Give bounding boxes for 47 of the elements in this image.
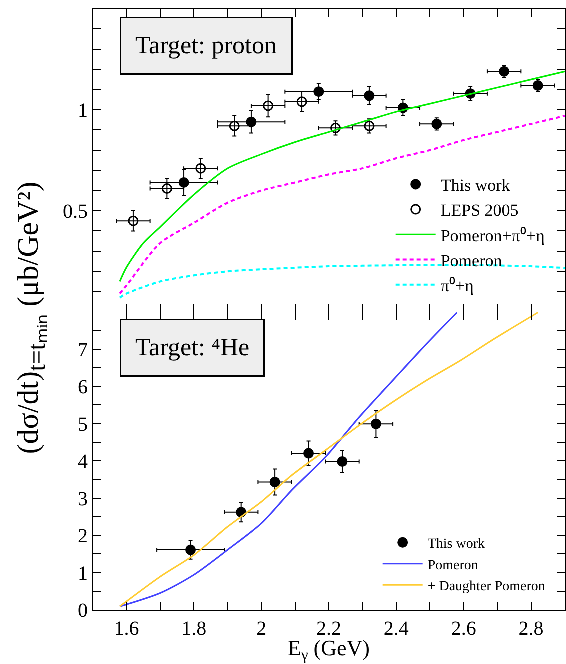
- y-tick-label: 3: [78, 488, 88, 510]
- point: [370, 418, 382, 430]
- legend-label: LEPS 2005: [440, 201, 519, 220]
- point: [314, 86, 324, 98]
- x-tick-label: 2.8: [518, 618, 544, 640]
- line-series: [118, 115, 565, 295]
- y-tick-label: 4: [78, 451, 88, 473]
- point: [499, 66, 510, 77]
- legend-label: Pomeron: [428, 558, 478, 574]
- point: [178, 177, 190, 188]
- legend-label: Pomeron+π⁰+η: [440, 226, 545, 246]
- legend-label: This work: [428, 537, 486, 552]
- x-tick-label: 2.4: [384, 618, 409, 640]
- point: [364, 120, 375, 132]
- y-tick-label: 1: [78, 562, 88, 585]
- point: [128, 216, 139, 226]
- point: [263, 100, 274, 112]
- point: [162, 184, 172, 194]
- y-tick-label: 0: [78, 600, 88, 622]
- point: [186, 544, 196, 556]
- x-tick-label: 1.6: [114, 618, 140, 640]
- point: [532, 80, 544, 92]
- legend-label: Pomeron: [440, 251, 503, 270]
- y-tick-label: 2: [78, 526, 88, 548]
- legend-label: π⁰+η: [440, 276, 474, 296]
- y-tick-label: 5: [78, 414, 88, 436]
- point: [364, 90, 375, 102]
- y-tick-label: 0.5: [63, 201, 88, 223]
- point: [296, 96, 308, 108]
- point: [270, 476, 280, 488]
- point: [337, 456, 348, 467]
- x-tick-label: 2.6: [451, 618, 476, 640]
- point: [229, 120, 240, 132]
- legend-label: + Daughter Pomeron: [428, 580, 546, 595]
- y-tick-label: 1: [78, 100, 88, 122]
- point: [330, 122, 341, 134]
- x-tick-label: 1.8: [182, 618, 207, 640]
- point: [304, 448, 314, 459]
- point: [432, 118, 442, 130]
- point: [246, 116, 257, 128]
- point: [196, 163, 206, 174]
- y-tick-label: 6: [78, 376, 88, 398]
- x-tick-label: 2: [256, 618, 267, 640]
- legend-label: This work: [440, 176, 511, 196]
- text: Target: ⁴He: [136, 334, 250, 362]
- y-tick-label: 7: [78, 339, 88, 362]
- text: Target: proton: [136, 32, 278, 60]
